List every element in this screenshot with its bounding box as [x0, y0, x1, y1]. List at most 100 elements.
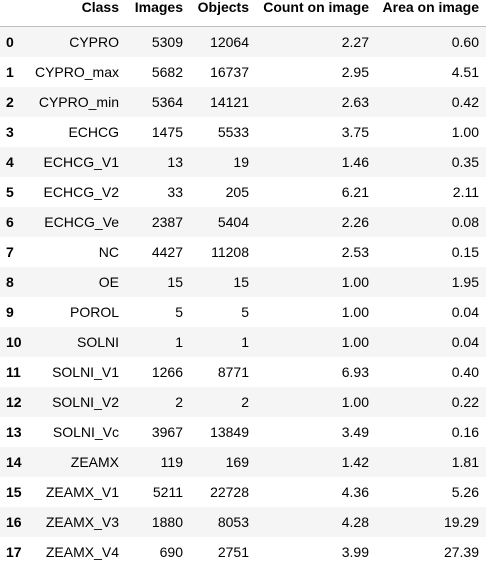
cell-count-on-image: 3.99: [255, 537, 375, 567]
cell-images: 5364: [125, 87, 189, 117]
cell-objects: 14121: [189, 87, 255, 117]
header-images: Images: [125, 0, 189, 27]
cell-count-on-image: 2.27: [255, 27, 375, 58]
cell-images: 1880: [125, 507, 189, 537]
cell-count-on-image: 2.63: [255, 87, 375, 117]
cell-objects: 19: [189, 147, 255, 177]
cell-count-on-image: 1.42: [255, 447, 375, 477]
cell-objects: 2: [189, 387, 255, 417]
row-index: 11: [0, 357, 27, 387]
row-index: 3: [0, 117, 27, 147]
row-index: 7: [0, 237, 27, 267]
cell-images: 5682: [125, 57, 189, 87]
cell-images: 5: [125, 297, 189, 327]
cell-class: POROL: [27, 297, 125, 327]
cell-count-on-image: 4.36: [255, 477, 375, 507]
cell-class: SOLNI: [27, 327, 125, 357]
cell-area-on-image: 0.60: [375, 27, 486, 58]
header-count-on-image: Count on image: [255, 0, 375, 27]
cell-objects: 5: [189, 297, 255, 327]
cell-images: 4427: [125, 237, 189, 267]
cell-count-on-image: 2.53: [255, 237, 375, 267]
cell-objects: 2751: [189, 537, 255, 567]
cell-objects: 16737: [189, 57, 255, 87]
cell-area-on-image: 19.29: [375, 507, 486, 537]
cell-area-on-image: 0.15: [375, 237, 486, 267]
cell-class: ZEAMX_V3: [27, 507, 125, 537]
row-index: 2: [0, 87, 27, 117]
cell-images: 33: [125, 177, 189, 207]
header-index: [0, 0, 27, 27]
cell-class: ECHCG: [27, 117, 125, 147]
cell-count-on-image: 6.21: [255, 177, 375, 207]
cell-class: SOLNI_Vc: [27, 417, 125, 447]
row-index: 17: [0, 537, 27, 567]
cell-class: NC: [27, 237, 125, 267]
cell-images: 1266: [125, 357, 189, 387]
cell-objects: 169: [189, 447, 255, 477]
header-objects: Objects: [189, 0, 255, 27]
cell-area-on-image: 1.00: [375, 117, 486, 147]
cell-images: 13: [125, 147, 189, 177]
cell-count-on-image: 1.00: [255, 297, 375, 327]
cell-area-on-image: 5.26: [375, 477, 486, 507]
cell-images: 5309: [125, 27, 189, 58]
cell-area-on-image: 0.16: [375, 417, 486, 447]
cell-area-on-image: 1.95: [375, 267, 486, 297]
cell-class: OE: [27, 267, 125, 297]
cell-count-on-image: 1.00: [255, 327, 375, 357]
cell-count-on-image: 1.46: [255, 147, 375, 177]
row-index: 0: [0, 27, 27, 58]
header-area-on-image: Area on image: [375, 0, 486, 27]
cell-class: CYPRO_max: [27, 57, 125, 87]
cell-objects: 8771: [189, 357, 255, 387]
cell-area-on-image: 0.04: [375, 327, 486, 357]
row-index: 9: [0, 297, 27, 327]
cell-images: 119: [125, 447, 189, 477]
cell-area-on-image: 0.40: [375, 357, 486, 387]
cell-images: 2: [125, 387, 189, 417]
cell-class: ZEAMX: [27, 447, 125, 477]
cell-count-on-image: 1.00: [255, 387, 375, 417]
cell-count-on-image: 4.28: [255, 507, 375, 537]
cell-class: ECHCG_V2: [27, 177, 125, 207]
cell-class: CYPRO: [27, 27, 125, 58]
cell-class: CYPRO_min: [27, 87, 125, 117]
cell-area-on-image: 2.11: [375, 177, 486, 207]
row-index: 5: [0, 177, 27, 207]
cell-area-on-image: 0.08: [375, 207, 486, 237]
row-index: 4: [0, 147, 27, 177]
cell-class: SOLNI_V1: [27, 357, 125, 387]
cell-objects: 5404: [189, 207, 255, 237]
cell-count-on-image: 1.00: [255, 267, 375, 297]
cell-class: ECHCG_V1: [27, 147, 125, 177]
cell-images: 1475: [125, 117, 189, 147]
cell-objects: 22728: [189, 477, 255, 507]
cell-objects: 15: [189, 267, 255, 297]
cell-images: 15: [125, 267, 189, 297]
cell-count-on-image: 6.93: [255, 357, 375, 387]
cell-images: 5211: [125, 477, 189, 507]
cell-count-on-image: 3.75: [255, 117, 375, 147]
cell-count-on-image: 2.95: [255, 57, 375, 87]
cell-class: SOLNI_V2: [27, 387, 125, 417]
cell-objects: 12064: [189, 27, 255, 58]
cell-class: ZEAMX_V4: [27, 537, 125, 567]
cell-images: 2387: [125, 207, 189, 237]
